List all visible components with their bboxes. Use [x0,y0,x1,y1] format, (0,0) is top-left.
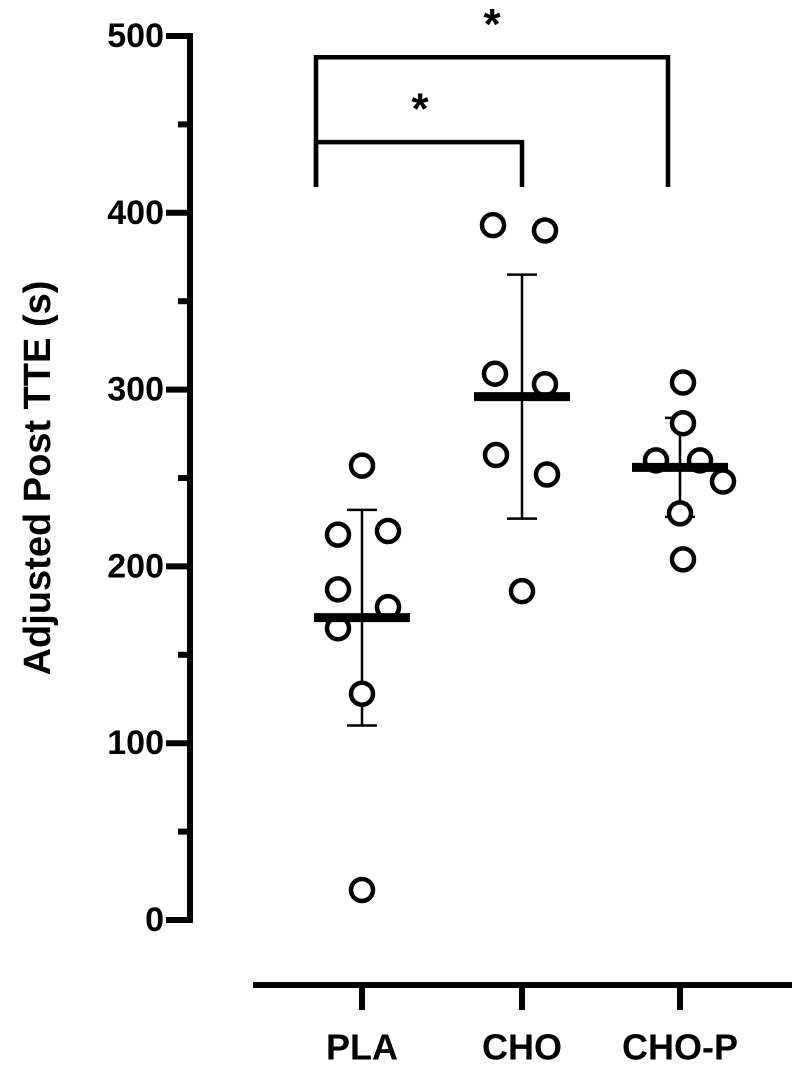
x-tick-label: CHO [482,1027,562,1068]
y-tick-label: 300 [107,371,164,409]
significance-label: * [483,0,501,49]
significance-bracket [313,54,671,187]
x-tick-label: CHO-P [622,1027,738,1068]
data-point [348,452,376,479]
y-tick-label: 200 [107,547,164,585]
y-tick-label: 400 [107,194,164,232]
data-point [533,461,561,488]
y-axis-label: Adjusted Post TTE (s) [17,281,59,676]
x-tick-label: PLA [326,1027,398,1068]
data-point [348,680,376,707]
data-point [709,468,737,495]
data-point [324,576,352,603]
data-point [669,369,697,396]
data-point [479,211,507,239]
data-point [508,577,536,605]
data-point [669,546,697,573]
data-point [374,517,402,545]
data-point [324,521,352,548]
data-point [531,217,559,244]
data-point [348,876,376,904]
y-tick-label: 0 [145,901,164,939]
data-point [531,371,559,398]
y-tick-label: 500 [107,17,164,55]
data-point [482,441,510,469]
data-point [666,500,694,527]
data-point [481,360,509,387]
y-tick-label: 100 [107,724,164,762]
data-point [669,409,697,437]
significance-label: * [411,85,429,134]
significance-bracket [313,139,525,187]
